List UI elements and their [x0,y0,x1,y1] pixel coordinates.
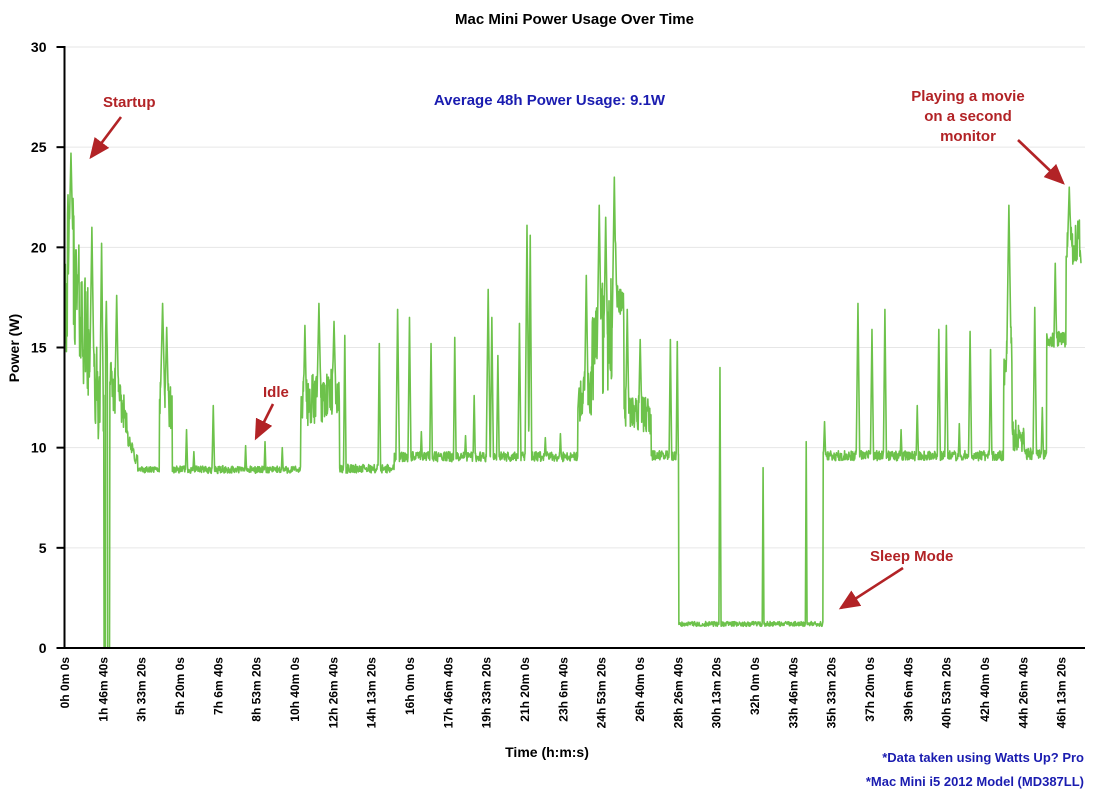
x-tick-label: 12h 26m 40s [326,657,340,729]
x-tick-label: 0h 0m 0s [58,657,72,709]
x-tick-label: 35h 33m 20s [825,657,839,729]
x-tick-label: 8h 53m 20s [250,657,264,722]
x-tick-label: 10h 40m 0s [288,657,302,722]
movie-annotation-line1: Playing a movie [911,88,1025,105]
y-tick-label-0: 0 [39,640,47,656]
x-tick-label: 40h 53m 20s [940,657,954,729]
footnote-mac-mini-model: *Mac Mini i5 2012 Model (MD387LL) [865,774,1084,789]
x-tick-label: 37h 20m 0s [863,657,877,722]
x-tick-label: 33h 46m 40s [786,657,800,729]
x-tick-labels: 0h 0m 0s 1h 46m 40s 3h 33m 20s 5h 20m 0s 7h … [58,657,1069,729]
y-tick-label-10: 10 [31,440,47,456]
y-tick-label-30: 30 [31,39,47,55]
idle-annotation: Idle [263,384,289,401]
y-tick-label-15: 15 [31,340,47,356]
x-tick-label: 42h 40m 0s [978,657,992,722]
power-usage-line [63,152,1082,649]
idle-arrow [254,403,275,441]
x-tick-label: 21h 20m 0s [518,657,532,722]
startup-arrow [89,116,123,160]
movie-annotation-line2: on a second [924,108,1012,125]
y-tick-label-20: 20 [31,239,47,255]
y-tick-labels: 0 5 10 15 20 25 30 [31,39,47,656]
x-tick-label: 24h 53m 20s [595,657,609,729]
movie-annotation: Playing a movie on a second monitor [903,87,1033,147]
movie-annotation-line3: monitor [940,128,996,145]
x-tick-label: 16h 0m 0s [403,657,417,715]
x-axis-label: Time (h:m:s) [505,744,589,760]
x-tick-label: 1h 46m 40s [96,657,110,722]
movie-arrow [1017,139,1065,185]
x-tick-label: 32h 0m 0s [748,657,762,715]
axes [56,46,1085,649]
x-tick-label: 44h 26m 40s [1016,657,1030,729]
x-tick-label: 28h 26m 40s [671,657,685,729]
x-tick-label: 23h 6m 40s [556,657,570,722]
y-tick-label-25: 25 [31,139,47,155]
chart-title: Mac Mini Power Usage Over Time [455,11,694,28]
x-tick-label: 46h 13m 20s [1055,657,1069,729]
x-tick-label: 7h 6m 40s [211,657,225,715]
y-tick-label-5: 5 [39,540,47,556]
footnote-watts-up: *Data taken using Watts Up? Pro [882,750,1084,765]
startup-annotation: Startup [103,94,156,111]
x-tick-label: 14h 13m 20s [365,657,379,729]
average-power-annotation: Average 48h Power Usage: 9.1W [433,92,666,109]
x-tick-label: 30h 13m 20s [710,657,724,729]
gridlines [64,46,1085,549]
x-tick-label: 39h 6m 40s [901,657,915,722]
sleep-mode-annotation: Sleep Mode [870,548,954,565]
y-axis-label: Power (W) [6,313,22,383]
annotation-arrows [89,116,1065,610]
x-tick-label: 3h 33m 20s [135,657,149,722]
sleep-arrow [838,566,904,610]
x-tick-label: 19h 33m 20s [480,657,494,729]
x-tick-label: 17h 46m 40s [441,657,455,729]
power-series [63,152,1082,649]
x-tick-label: 5h 20m 0s [173,657,187,715]
x-tick-label: 26h 40m 0s [633,657,647,722]
